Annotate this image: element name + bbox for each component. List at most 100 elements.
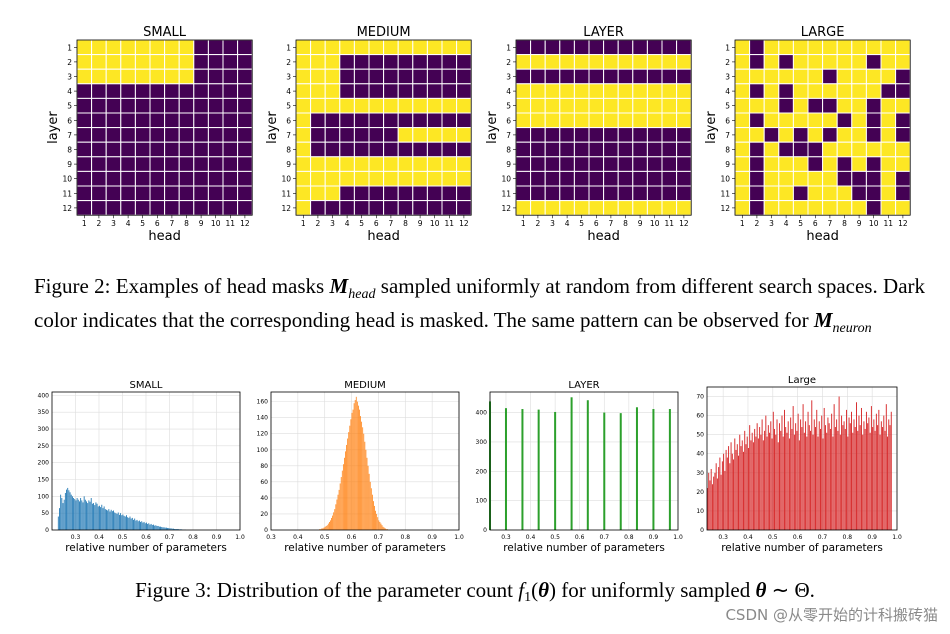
mask-cell <box>134 39 151 56</box>
mask-cell <box>383 68 399 85</box>
histogram-bar <box>890 411 892 530</box>
mask-cell <box>822 200 838 216</box>
mask-cell <box>353 127 370 143</box>
mask-cell <box>441 200 458 216</box>
mask-cell <box>193 83 209 99</box>
histogram-bar <box>131 517 133 530</box>
histogram-bar <box>765 415 767 530</box>
mask-cell <box>193 112 209 129</box>
mask-cell <box>763 170 780 187</box>
histogram-bar <box>371 494 373 530</box>
histogram-bar <box>77 499 79 530</box>
mask-cell <box>237 112 253 129</box>
histogram-bar <box>118 514 120 530</box>
mask-panel-frame <box>734 39 911 216</box>
histogram-bar <box>841 415 843 530</box>
histogram-bar <box>64 492 66 530</box>
mask-cell <box>865 156 882 172</box>
histogram-title: MEDIUM <box>344 380 386 391</box>
mask-cell <box>676 156 692 172</box>
mask-cell <box>397 112 414 129</box>
mask-cell <box>530 83 546 99</box>
y-tick-label: 350 <box>38 409 50 416</box>
histogram-bar <box>337 494 339 530</box>
caption-3-body: for uniformly sampled <box>561 578 751 602</box>
layer-tick-label: 9 <box>506 160 511 169</box>
mask-cell <box>530 127 546 143</box>
mask-cell <box>105 185 122 202</box>
head-tick-label: 4 <box>126 219 131 228</box>
histogram-bar <box>759 427 761 530</box>
mask-cell <box>426 141 443 158</box>
histogram-bar <box>149 524 151 530</box>
mask-cell <box>749 112 765 129</box>
histogram-bar <box>867 423 869 530</box>
mask-cell <box>734 127 751 143</box>
mask-cell <box>544 54 561 70</box>
mask-cell <box>76 141 93 158</box>
mask-cell <box>295 83 312 99</box>
histogram-bar <box>806 436 808 530</box>
mask-panel-frame <box>76 39 253 216</box>
mask-cell <box>851 170 867 187</box>
mask-cell <box>456 200 472 216</box>
mask-cell <box>310 127 326 143</box>
mask-cell <box>76 156 93 172</box>
caption-2-neuron-subscript: neuron <box>832 320 872 336</box>
mask-cell <box>295 200 312 216</box>
mask-cell <box>734 97 751 114</box>
histogram-bar <box>888 419 890 530</box>
mask-cell <box>836 54 853 70</box>
mask-panel-layer: LAYER112233445566778899101011111212headl… <box>485 25 692 244</box>
histogram-bar <box>820 428 821 530</box>
mask-cell <box>734 141 751 158</box>
y-tick-label: 10 <box>696 508 704 515</box>
histogram-bar <box>68 490 70 530</box>
histogram-bar <box>586 400 589 530</box>
mask-cell <box>792 97 809 114</box>
histogram-bar <box>352 409 354 530</box>
histogram-bar <box>668 409 671 530</box>
y-tick-label: 250 <box>38 443 50 450</box>
mask-cell <box>734 185 751 202</box>
caption-2-mask-subscript: head <box>348 287 376 302</box>
caption-3-sim: ∼ Θ. <box>771 578 815 602</box>
mask-cell <box>895 185 911 202</box>
mask-cell <box>778 127 794 143</box>
mask-cell <box>237 54 253 70</box>
mask-cell <box>573 39 590 56</box>
layer-tick-label: 3 <box>286 73 291 82</box>
mask-cell <box>880 83 897 99</box>
histogram-bar <box>369 481 371 530</box>
histogram-bar <box>792 406 794 530</box>
histogram-bar <box>719 457 721 530</box>
caption-2-lead: Figure 2: Examples of head masks <box>34 274 325 298</box>
mask-cell <box>120 112 136 129</box>
x-tick-label: 0.6 <box>793 534 803 541</box>
histogram-bar <box>808 425 810 530</box>
mask-cell <box>807 141 824 158</box>
mask-cell <box>778 83 794 99</box>
mask-cell <box>603 127 619 143</box>
mask-cell <box>222 112 239 129</box>
mask-cell <box>324 39 341 56</box>
histogram-bar <box>333 512 335 530</box>
histogram-bar <box>803 432 805 530</box>
histogram-bar <box>106 509 107 530</box>
y-tick-label: 80 <box>260 463 268 470</box>
mask-cell <box>441 97 458 114</box>
layer-tick-label: 12 <box>501 204 511 213</box>
mask-cell <box>412 83 428 99</box>
mask-cell <box>822 112 838 129</box>
mask-cell <box>310 54 326 70</box>
mask-cell <box>134 156 151 172</box>
y-tick-label: 300 <box>38 426 50 433</box>
mask-cell <box>310 83 326 99</box>
mask-cell <box>836 39 853 56</box>
mask-cell <box>573 83 590 99</box>
mask-cell <box>573 141 590 158</box>
layer-tick-label: 2 <box>286 58 291 67</box>
layer-tick-label: 5 <box>286 102 291 111</box>
head-tick-label: 1 <box>521 219 526 228</box>
mask-cell <box>295 68 312 85</box>
